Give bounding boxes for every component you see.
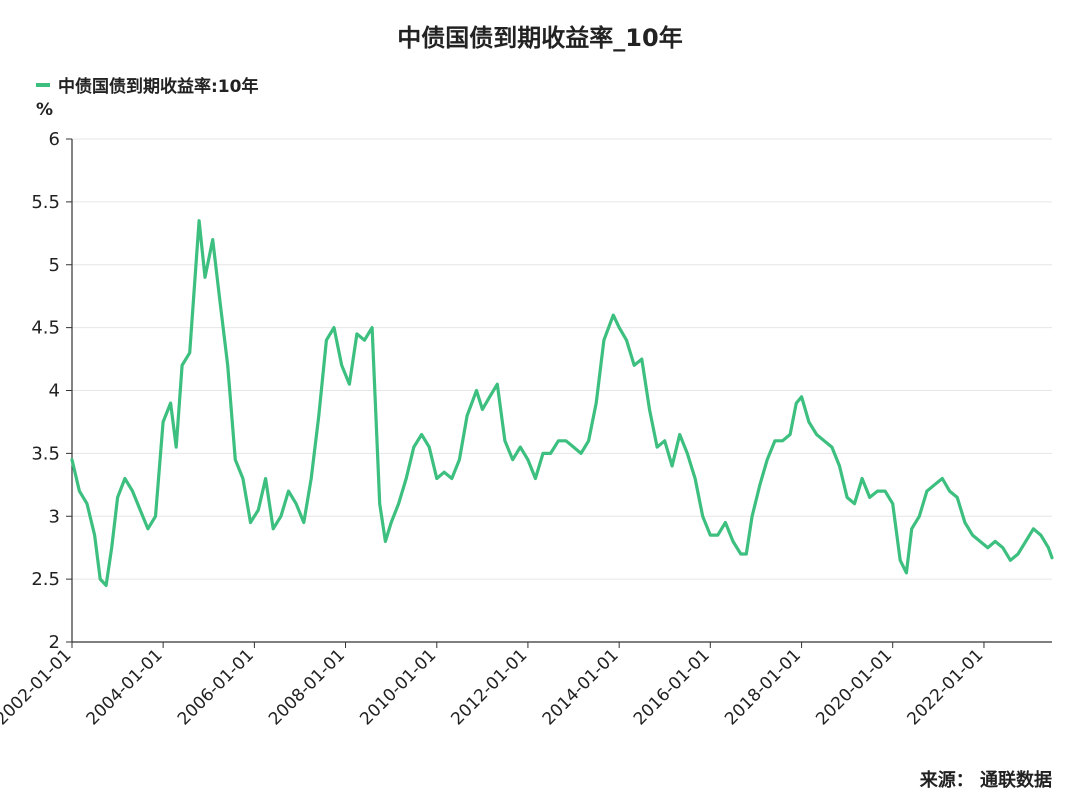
source-note: 来源： 通联数据: [919, 770, 1052, 791]
y-tick-label: 4.5: [31, 318, 60, 339]
legend-label: 中债国债到期收益率:10年: [58, 77, 259, 97]
legend: 中债国债到期收益率:10年: [36, 72, 258, 97]
y-tick-label: 2.5: [31, 569, 60, 590]
chart-title: 中债国债到期收益率_10年: [397, 24, 683, 52]
x-tick-label: 2010-01-01: [356, 645, 440, 729]
y-tick-label: 5.5: [31, 192, 60, 213]
y-tick-label: 5: [49, 255, 60, 276]
x-tick-label: 2022-01-01: [903, 645, 987, 729]
x-tick-label: 2014-01-01: [539, 645, 623, 729]
x-tick-label: 2020-01-01: [812, 645, 896, 729]
legend-swatch: [36, 82, 50, 87]
x-tick-label: 2004-01-01: [83, 645, 167, 729]
y-tick-label: 3: [49, 506, 60, 527]
y-tick-label: 4: [49, 381, 60, 402]
x-tick-label: 2006-01-01: [174, 645, 258, 729]
x-tick-label: 2018-01-01: [721, 645, 805, 729]
y-tick-label: 3.5: [31, 443, 60, 464]
series-line: [70, 219, 1054, 588]
y-tick-label: 6: [49, 129, 60, 150]
x-tick-label: 2002-01-01: [0, 645, 76, 729]
y-tick-label: 2: [49, 632, 60, 653]
y-axis-unit: %: [36, 100, 54, 120]
x-tick-label: 2012-01-01: [447, 645, 531, 729]
x-tick-label: 2008-01-01: [265, 645, 349, 729]
x-tick-label: 2016-01-01: [630, 645, 714, 729]
